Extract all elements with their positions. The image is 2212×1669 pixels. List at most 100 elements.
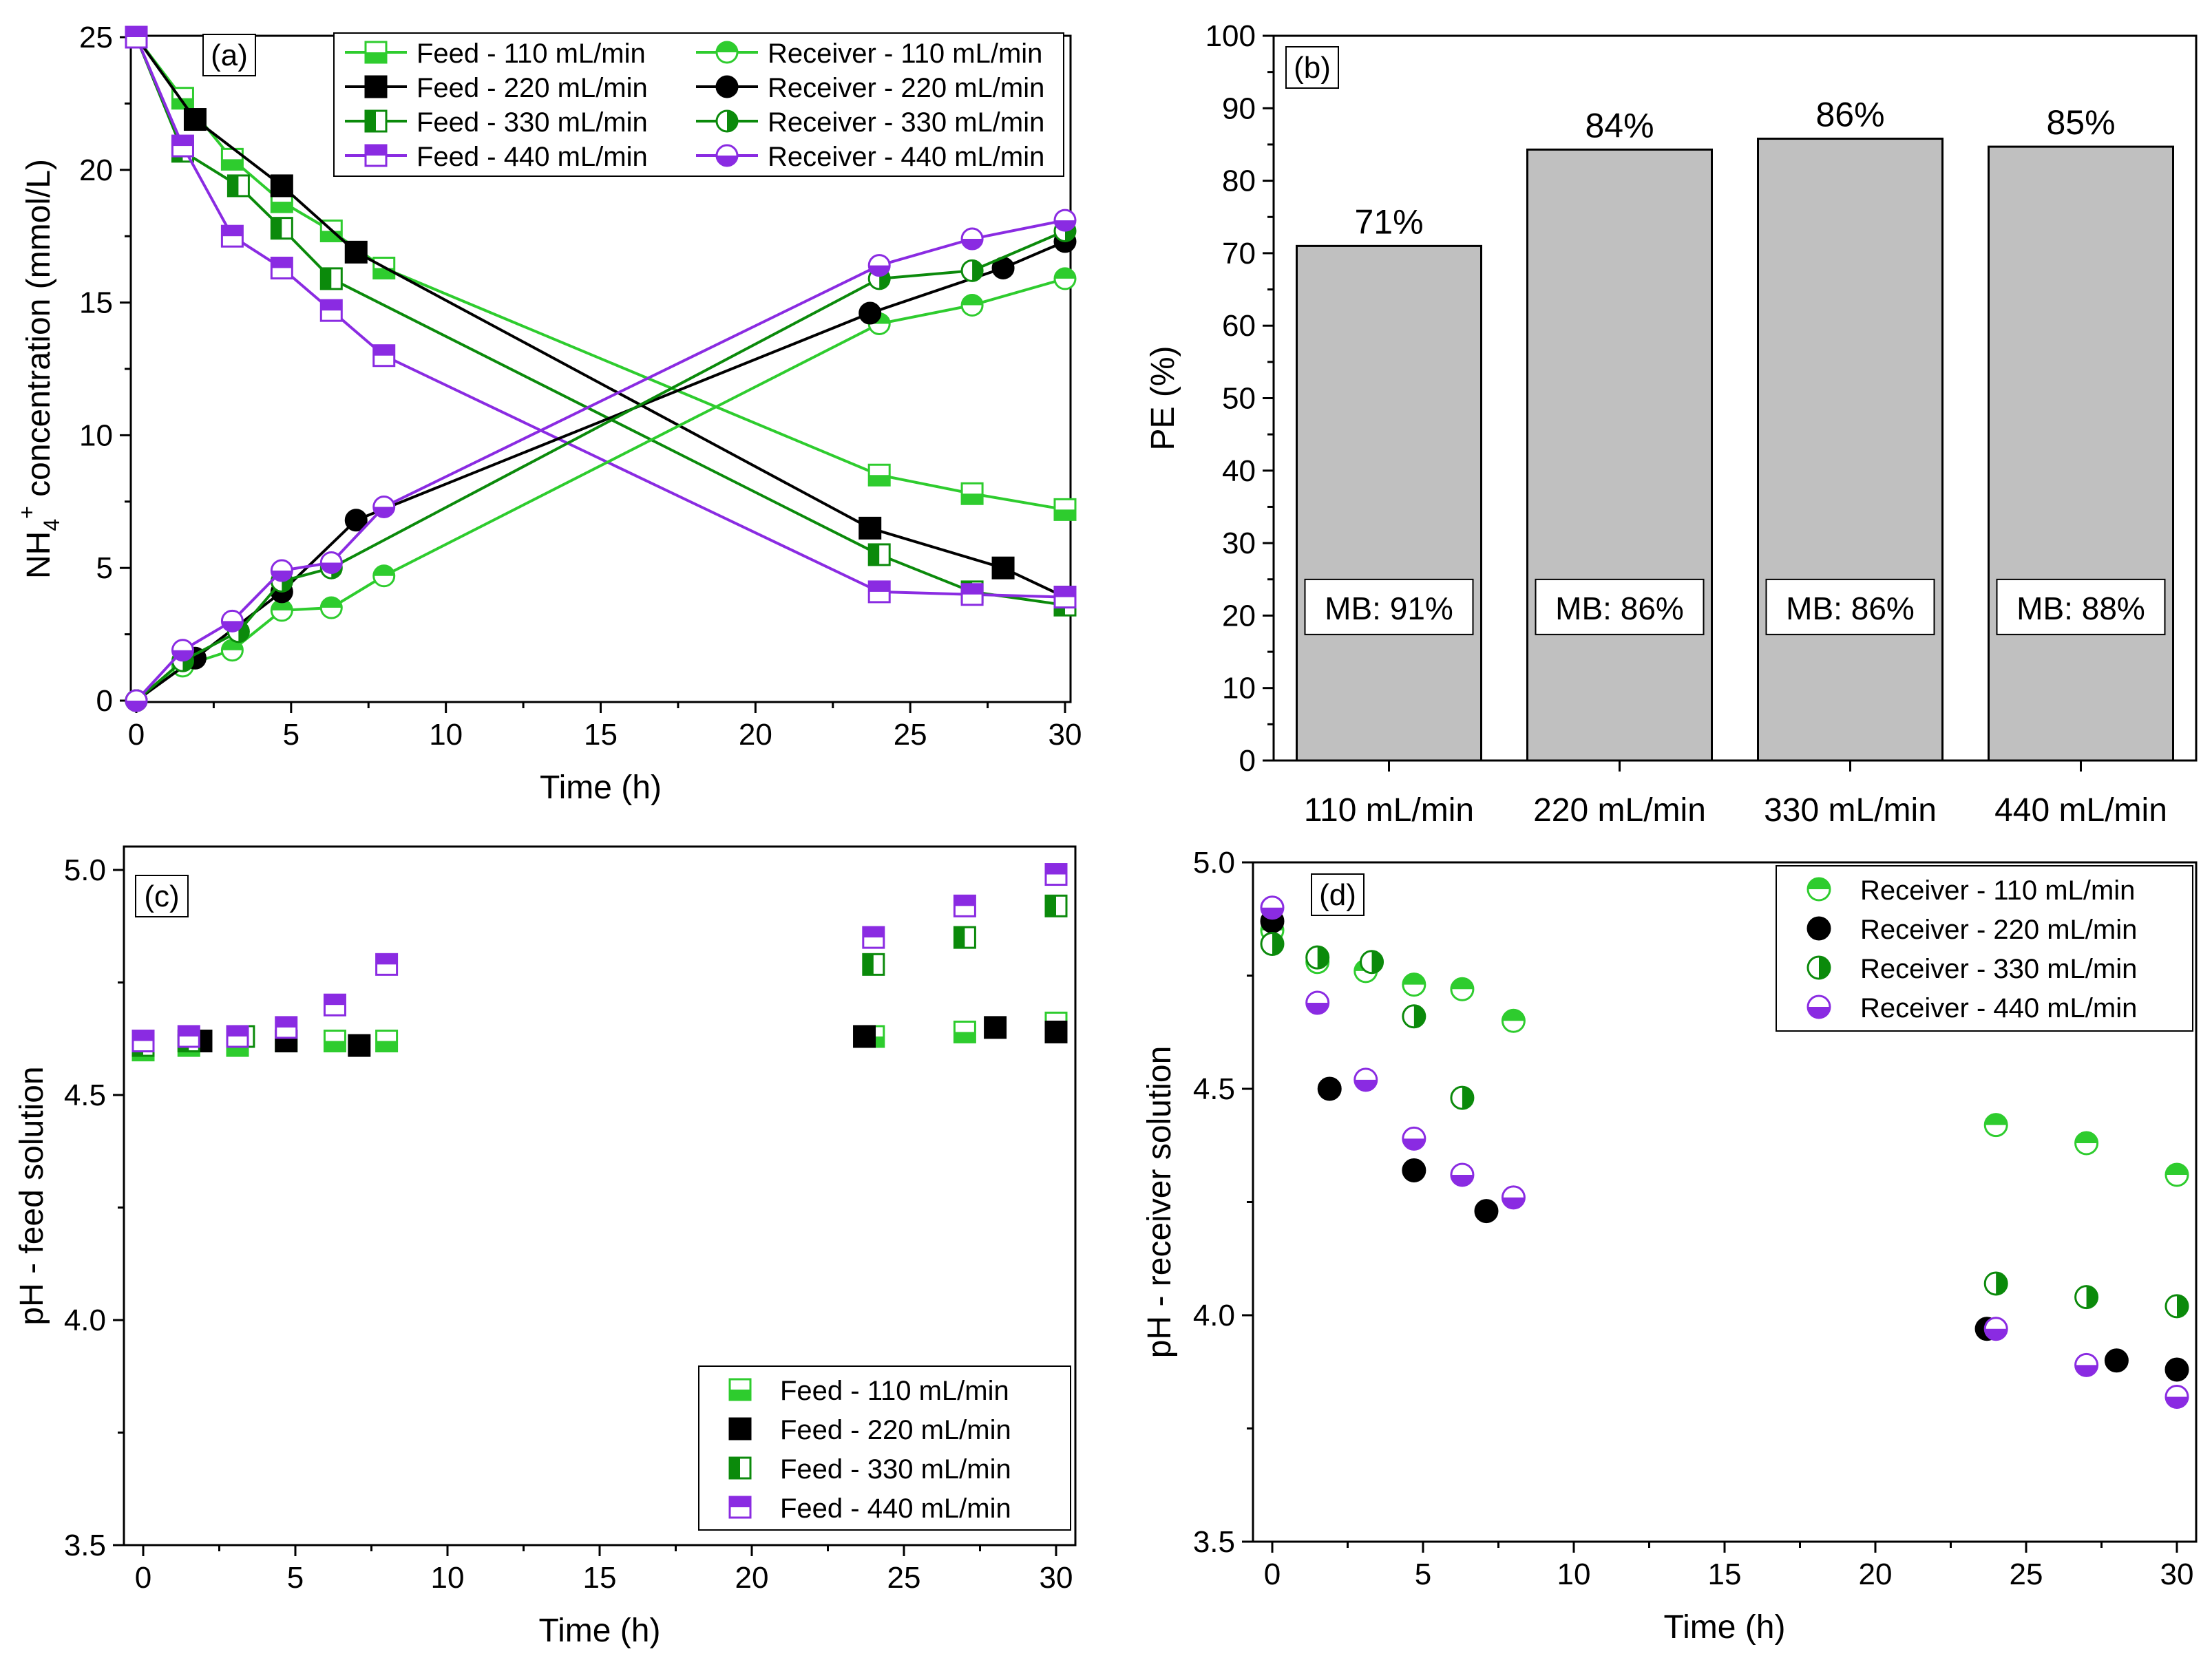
- data-point-feed-220-ml-min: [853, 1025, 876, 1048]
- legend-d: Receiver - 110 mL/min Receiver - 220 mL/m…: [1776, 865, 2193, 1032]
- data-point-feed-220-ml-min: [984, 1016, 1007, 1039]
- y-label-rest: concentration (mmol/L): [21, 159, 57, 506]
- x-tick-label: 25: [887, 1561, 921, 1595]
- marker-outline: [220, 609, 244, 632]
- marker-fill: [962, 584, 983, 595]
- bar-group-220-ml-min: 84% MB: 86% 220 mL/min: [1526, 106, 1713, 829]
- marker-outline: [183, 108, 207, 131]
- data-point-receiver-440-ml-min: [1053, 209, 1077, 232]
- legend-label: Feed - 220 mL/min: [780, 1415, 1011, 1445]
- panel-label-box: [135, 875, 189, 917]
- data-point-feed-110-ml-min: [375, 1030, 399, 1053]
- y-tick-label: 3.5: [1193, 1525, 1235, 1559]
- data-point-receiver-110-ml-min: [1450, 977, 1475, 1001]
- panel-label-text: (d): [1319, 878, 1356, 912]
- marker-fill: [2105, 1349, 2128, 1372]
- data-point-feed-440-ml-min: [275, 1016, 298, 1039]
- y-tick-label: 80: [1222, 164, 1256, 198]
- marker-outline: [1807, 955, 1831, 980]
- legend-label: Feed - 440 mL/min: [780, 1493, 1011, 1524]
- panel-label-box: [202, 34, 256, 76]
- data-point-receiver-330-ml-min: [1402, 1004, 1426, 1029]
- legend-item-feed-110-ml-min: Feed - 110 mL/min: [728, 1376, 1009, 1406]
- data-point-receiver-110-ml-min: [220, 639, 244, 662]
- marker-outline: [1450, 1162, 1475, 1187]
- data-point-receiver-110-ml-min: [372, 564, 396, 588]
- marker-fill: [2177, 1295, 2188, 1317]
- legend-label: Receiver - 330 mL/min: [1860, 954, 2137, 984]
- marker-outline: [375, 1030, 399, 1053]
- legend-label: Receiver - 220 mL/min: [1860, 915, 2137, 945]
- marker-fill: [1996, 1272, 2008, 1295]
- marker-outline: [991, 556, 1015, 580]
- bar-group-440-ml-min: 85% MB: 88% 440 mL/min: [1988, 103, 2174, 829]
- marker-outline: [364, 109, 388, 133]
- y-tick-label: 90: [1222, 92, 1256, 125]
- marker-fill: [228, 175, 239, 196]
- marker-fill: [1055, 586, 1075, 597]
- data-point-feed-220-ml-min: [270, 174, 293, 198]
- marker-fill: [172, 136, 193, 147]
- y-tick-label: 3.5: [64, 1529, 106, 1562]
- legend-marker: [715, 144, 739, 167]
- marker-outline: [1044, 1020, 1068, 1043]
- marker-fill: [730, 1418, 750, 1439]
- data-point-receiver-330-ml-min: [2074, 1285, 2099, 1310]
- panel-c: 0 5 10 15 20 25 30 3.5 4.0 4.5 5.0 Time (h) pH - fee…: [14, 845, 1077, 1649]
- data-point-feed-440-ml-min: [372, 344, 396, 368]
- x-category-label: 220 mL/min: [1533, 792, 1706, 829]
- marker-outline: [226, 1025, 249, 1048]
- panel-label: (c): [135, 875, 189, 917]
- data-point-feed-330-ml-min: [227, 174, 250, 198]
- data-point-feed-440-ml-min: [220, 224, 244, 248]
- marker-fill: [1371, 950, 1383, 973]
- marker-fill: [984, 1017, 1006, 1038]
- marker-fill: [1046, 895, 1056, 917]
- data-point-feed-440-ml-min: [125, 25, 148, 49]
- marker-outline: [1807, 995, 1831, 1019]
- legend-marker: [715, 109, 739, 133]
- marker-fill: [373, 507, 394, 518]
- x-tick-label: 5: [283, 718, 299, 752]
- series-receiver-110-ml-min: [125, 267, 1077, 712]
- marker-fill: [993, 557, 1014, 579]
- x-tick-label: 5: [1415, 1558, 1431, 1591]
- marker-outline: [728, 1417, 752, 1441]
- x-tick-label: 0: [128, 718, 145, 752]
- legend-item-receiver-220-ml-min: Receiver - 220 mL/min: [1807, 915, 2137, 945]
- mb-annotation-box: [1765, 578, 1935, 635]
- panel-label: (d): [1311, 873, 1365, 916]
- legend-item-receiver-440-ml-min: Receiver - 440 mL/min: [1807, 993, 2137, 1023]
- marker-outline: [1474, 1199, 1499, 1224]
- data-point-receiver-110-ml-min: [319, 596, 343, 619]
- marker-outline: [728, 1378, 752, 1401]
- y-axis-label: PE (%): [1145, 346, 1181, 450]
- panel-label-text: (c): [144, 880, 179, 913]
- data-point-receiver-440-ml-min: [2164, 1384, 2189, 1409]
- data-point-feed-440-ml-min: [1044, 863, 1068, 886]
- marker-outline: [715, 109, 739, 133]
- data-point-receiver-330-ml-min: [1450, 1085, 1475, 1110]
- y-tick-label: 10: [1222, 672, 1256, 705]
- marker-fill: [1306, 1002, 1329, 1014]
- x-tick-label: 0: [135, 1561, 151, 1595]
- marker-outline: [960, 293, 984, 317]
- x-tick-label: 15: [1708, 1558, 1742, 1591]
- legend-marker: [364, 144, 388, 167]
- marker-outline: [715, 75, 739, 98]
- marker-fill: [1475, 1200, 1497, 1222]
- marker-fill: [730, 1458, 740, 1478]
- mb-annotation-text: MB: 88%: [2016, 591, 2145, 626]
- data-point-feed-440-ml-min: [319, 299, 343, 322]
- data-point-feed-220-ml-min: [183, 108, 207, 131]
- x-tick-label: 10: [429, 718, 463, 752]
- marker-fill: [2075, 1365, 2098, 1376]
- marker-outline: [867, 543, 891, 566]
- legend-label: Feed - 220 mL/min: [417, 73, 648, 103]
- marker-outline: [171, 87, 194, 110]
- marker-fill: [271, 599, 293, 610]
- series-line-receiver-220-ml-min: [135, 240, 1066, 702]
- data-point-receiver-330-ml-min: [1305, 945, 1330, 970]
- legend-label: Receiver - 440 mL/min: [1860, 993, 2137, 1023]
- data-point-receiver-440-ml-min: [220, 609, 244, 632]
